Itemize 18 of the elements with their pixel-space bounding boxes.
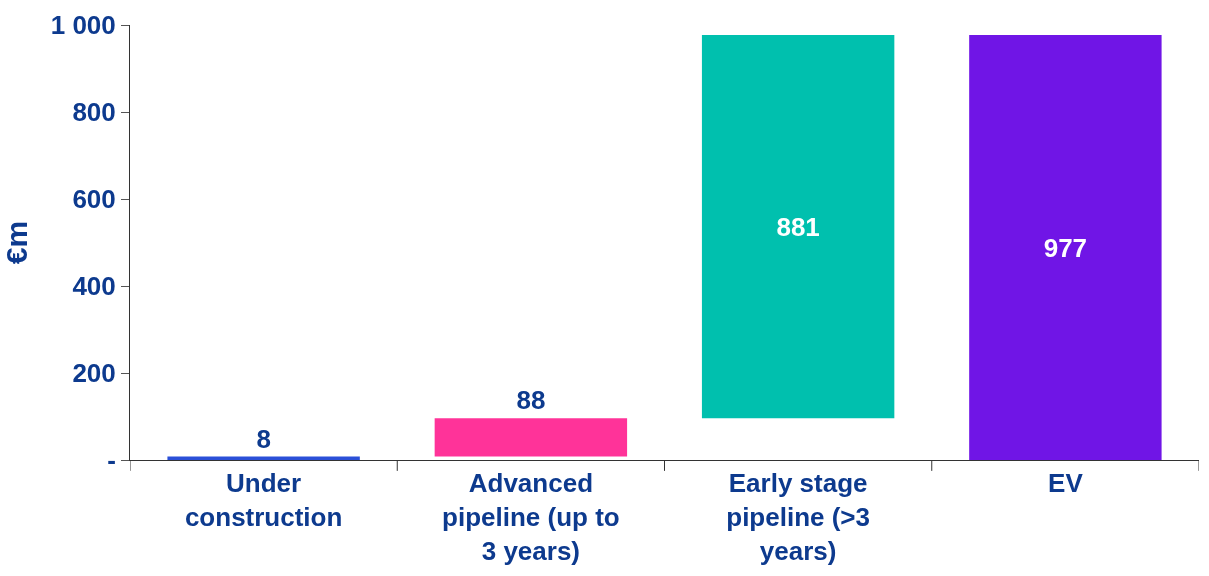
data-label: 881 xyxy=(776,211,820,242)
data-label: 88 xyxy=(516,385,546,416)
y-tick-label: 600 xyxy=(72,184,116,215)
data-label: 977 xyxy=(1043,232,1088,263)
x-tick-label: Under construction xyxy=(184,468,343,532)
x-tick-label: Advanced pipeline (up to 3 years) xyxy=(442,468,620,566)
y-tick-label: - xyxy=(107,445,116,476)
data-label: 8 xyxy=(256,423,271,454)
y-tick-label: 1 000 xyxy=(50,10,116,41)
bar xyxy=(969,35,1162,460)
y-tick-label: 400 xyxy=(72,271,116,302)
bar xyxy=(434,418,628,457)
y-tick-label: 800 xyxy=(72,97,116,128)
x-tick-label: EV xyxy=(1048,468,1084,499)
y-tick-label: 200 xyxy=(72,358,116,389)
y-axis-title: €m xyxy=(0,220,33,265)
x-tick-label: Early stage pipeline (>3 years) xyxy=(726,468,871,566)
bar xyxy=(701,35,895,419)
